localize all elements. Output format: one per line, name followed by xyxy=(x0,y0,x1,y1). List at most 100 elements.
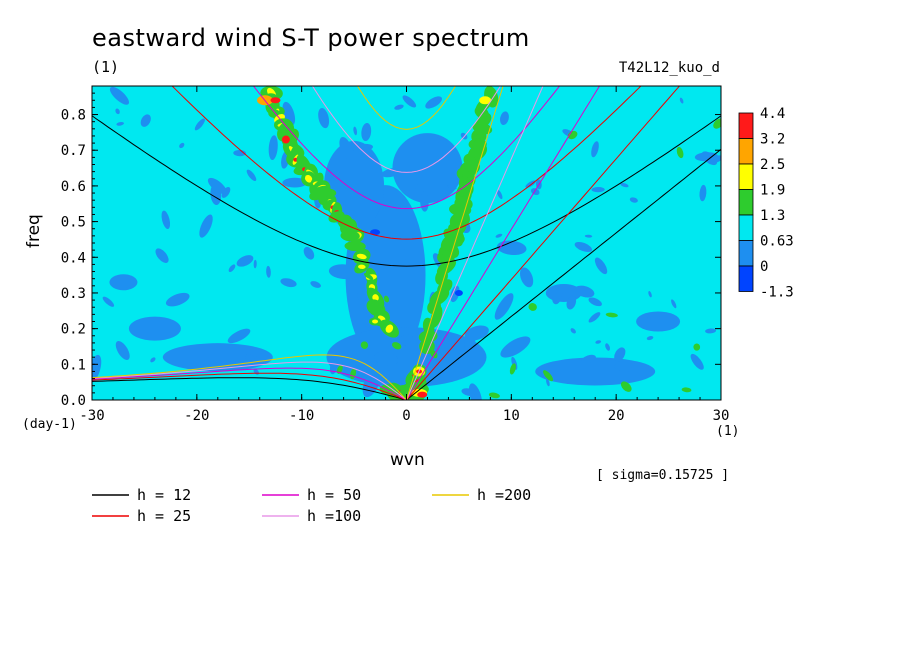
contour-patch xyxy=(468,383,482,400)
contour-patch xyxy=(207,177,227,195)
contour-patch xyxy=(381,167,402,178)
colorbar: 4.4 3.2 2.5 1.9 1.3 0.63 0 -1.3 xyxy=(738,106,794,301)
chart-title: eastward wind S-T power spectrum xyxy=(92,24,530,52)
axes: -30 -20 -10 0 10 20 30 0.0 0.1 0.2 0.3 0.4 0.5 0.6 0.7… xyxy=(61,86,729,424)
contour-patch xyxy=(416,169,428,185)
colorbar-swatch xyxy=(738,112,754,139)
contour-fill-layer xyxy=(92,86,721,400)
colorbar-label: -1.3 xyxy=(760,285,794,301)
y-tick-label: 0.6 xyxy=(61,179,86,195)
contour-patch xyxy=(383,295,390,303)
colorbar-label: 0 xyxy=(760,259,768,275)
contour-patch xyxy=(496,240,527,256)
contour-patch xyxy=(520,267,534,288)
contour-patch xyxy=(425,96,443,109)
x-tick-label: 0 xyxy=(402,408,410,424)
contour-patch xyxy=(594,257,608,275)
contour-patch xyxy=(266,265,271,278)
x-tick-label: 10 xyxy=(503,408,520,424)
rossby-curve xyxy=(92,361,407,400)
dispersion-curves xyxy=(92,86,721,400)
contour-patch xyxy=(392,133,463,204)
contour-patch xyxy=(115,108,120,115)
contour-patch xyxy=(310,281,321,288)
rossby-curve xyxy=(92,354,407,400)
contour-patch xyxy=(370,229,381,236)
contour-patch xyxy=(360,341,369,349)
kelvin-curve xyxy=(406,148,721,400)
colorbar-label: 4.4 xyxy=(760,106,785,122)
x-axis-title: wvn xyxy=(390,450,425,470)
inertia-gravity-curve xyxy=(171,86,642,240)
contour-patch xyxy=(614,347,626,362)
contour-patch xyxy=(475,134,482,139)
contour-patch xyxy=(646,335,654,341)
colorbar-swatch xyxy=(738,214,754,241)
contour-patch xyxy=(345,185,426,366)
contour-patch xyxy=(339,137,353,160)
contour-patch xyxy=(496,189,503,200)
x-tick-label: -10 xyxy=(289,408,314,424)
contour-patch xyxy=(92,354,102,383)
contour-patch xyxy=(605,343,611,351)
contour-patch xyxy=(236,255,254,267)
inertia-gravity-curve xyxy=(311,86,502,173)
contour-patch xyxy=(699,184,707,202)
contour-patch xyxy=(150,357,156,363)
contour-patch xyxy=(336,365,343,374)
contour-patch xyxy=(165,292,190,307)
contour-patch xyxy=(233,149,247,157)
contour-patch xyxy=(280,278,297,288)
contour-patch xyxy=(199,214,213,238)
contour-patch xyxy=(227,328,251,344)
legend-label: h =200 xyxy=(477,486,531,504)
unit-label: (1) xyxy=(92,58,120,76)
x-axis-unit: (1) xyxy=(716,424,740,439)
colorbar-swatch xyxy=(738,163,754,190)
contour-patch xyxy=(372,319,379,324)
contour-patch xyxy=(268,135,278,161)
legend-label: h =100 xyxy=(307,507,361,525)
y-tick-label: 0.3 xyxy=(61,286,86,302)
contour-patch xyxy=(246,169,257,182)
sigma-note: [ sigma=0.15725 ] xyxy=(596,468,730,483)
y-tick-label: 0.0 xyxy=(61,393,86,409)
contour-patch xyxy=(454,289,463,296)
contour-patch xyxy=(705,328,717,334)
contour-patch xyxy=(588,312,601,323)
contour-patch xyxy=(447,185,457,190)
contour-patch xyxy=(353,126,358,136)
colorbar-swatch xyxy=(738,138,754,165)
kelvin-curve xyxy=(406,86,601,400)
contour-patch xyxy=(570,328,576,334)
contour-patch xyxy=(671,299,677,309)
contour-patch xyxy=(591,187,605,193)
colorbar-label: 1.9 xyxy=(760,183,785,199)
contour-patch xyxy=(613,364,633,372)
contour-patch xyxy=(303,246,315,260)
y-tick-label: 0.2 xyxy=(61,322,86,338)
y-axis-unit: (day-1) xyxy=(22,417,77,432)
contour-patch xyxy=(109,274,138,291)
contour-patch xyxy=(194,118,205,131)
contour-patch xyxy=(162,343,273,372)
contour-patch xyxy=(636,311,681,332)
contour-patch xyxy=(102,296,115,307)
colorbar-label: 0.63 xyxy=(760,234,794,250)
contour-patch xyxy=(344,241,366,252)
contour-patch xyxy=(464,325,489,341)
run-name: T42L12_kuo_d xyxy=(618,60,720,76)
contour-patch xyxy=(588,297,602,307)
contour-patch xyxy=(500,336,531,358)
colorbar-swatch xyxy=(738,265,754,292)
contour-patch xyxy=(228,264,236,272)
contour-patch xyxy=(397,249,408,267)
contour-patch xyxy=(140,114,151,127)
contour-patch xyxy=(461,388,476,396)
contour-patch xyxy=(115,341,130,360)
contour-patch xyxy=(318,108,330,129)
contour-patch xyxy=(179,142,185,149)
rossby-curve xyxy=(92,372,407,400)
contour-patch xyxy=(535,357,656,386)
